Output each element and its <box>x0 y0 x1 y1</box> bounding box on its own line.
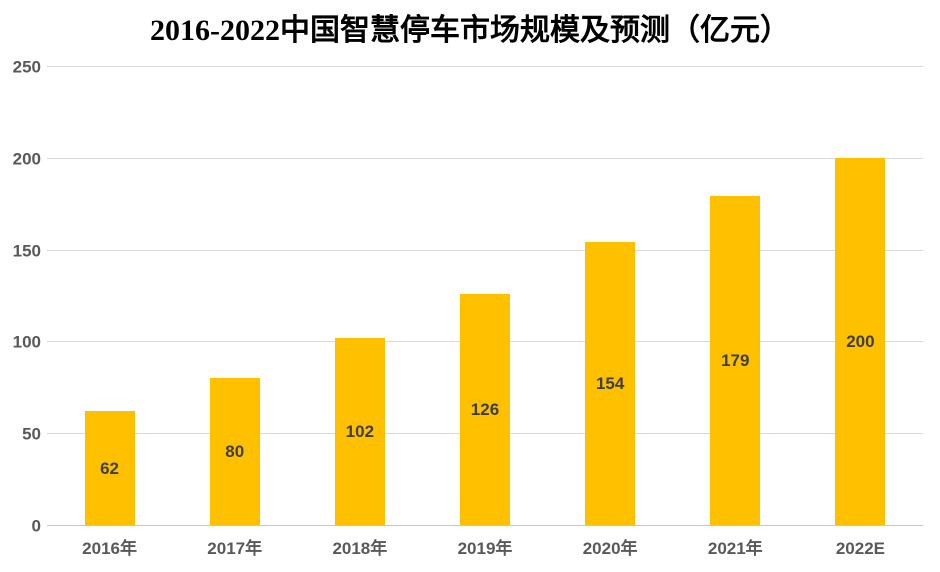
y-tick-label: 50 <box>22 424 41 444</box>
y-tick-label: 100 <box>12 332 41 352</box>
bar-slot: 62 <box>47 411 172 525</box>
x-axis: 2016年 2017年 2018年 2019年 2020年 2021年 2022E <box>47 536 923 562</box>
bar-value-label: 62 <box>100 458 120 478</box>
bar-slot: 80 <box>172 378 297 525</box>
bar-value-label: 126 <box>470 399 500 419</box>
x-tick-label: 2018年 <box>332 539 388 558</box>
y-tick-label: 150 <box>12 241 41 261</box>
x-tick-label: 2022E <box>835 539 885 558</box>
bar-slot: 154 <box>548 242 673 525</box>
bar-slot: 179 <box>673 196 798 525</box>
x-tick-label: 2017年 <box>207 539 263 558</box>
gridline <box>47 157 923 159</box>
bar: 62 <box>84 411 135 525</box>
bar: 80 <box>209 378 260 525</box>
gridline <box>47 66 923 67</box>
y-axis: 0 50 100 150 200 250 <box>0 59 41 535</box>
bar-slot: 126 <box>422 293 547 525</box>
x-tick-label: 2019年 <box>457 539 513 558</box>
bar: 102 <box>334 337 385 525</box>
x-tick-label: 2021年 <box>707 539 763 558</box>
x-axis-line <box>47 525 923 526</box>
plot-area: 62 80 102 126 154 179 200 <box>47 66 923 526</box>
bar-value-label: 80 <box>225 442 245 462</box>
y-tick-label: 250 <box>12 57 41 77</box>
bar-slot: 102 <box>297 337 422 525</box>
bar-value-label: 102 <box>345 421 375 441</box>
y-tick-label: 200 <box>12 149 41 169</box>
bar-value-label: 179 <box>721 351 750 371</box>
bar-slot: 200 <box>798 157 923 525</box>
x-tick-label: 2016年 <box>82 539 137 558</box>
bar: 154 <box>585 242 636 525</box>
y-tick-label: 0 <box>31 516 41 536</box>
bar: 200 <box>835 157 886 525</box>
bar: 126 <box>459 293 510 525</box>
bar: 179 <box>710 196 761 525</box>
gridline <box>47 249 923 251</box>
bar-value-label: 200 <box>846 331 875 351</box>
bar-value-label: 154 <box>595 374 625 394</box>
x-tick-label: 2020年 <box>582 539 638 558</box>
chart-title: 2016-2022中国智慧停车市场规模及预测（亿元） <box>150 14 790 47</box>
